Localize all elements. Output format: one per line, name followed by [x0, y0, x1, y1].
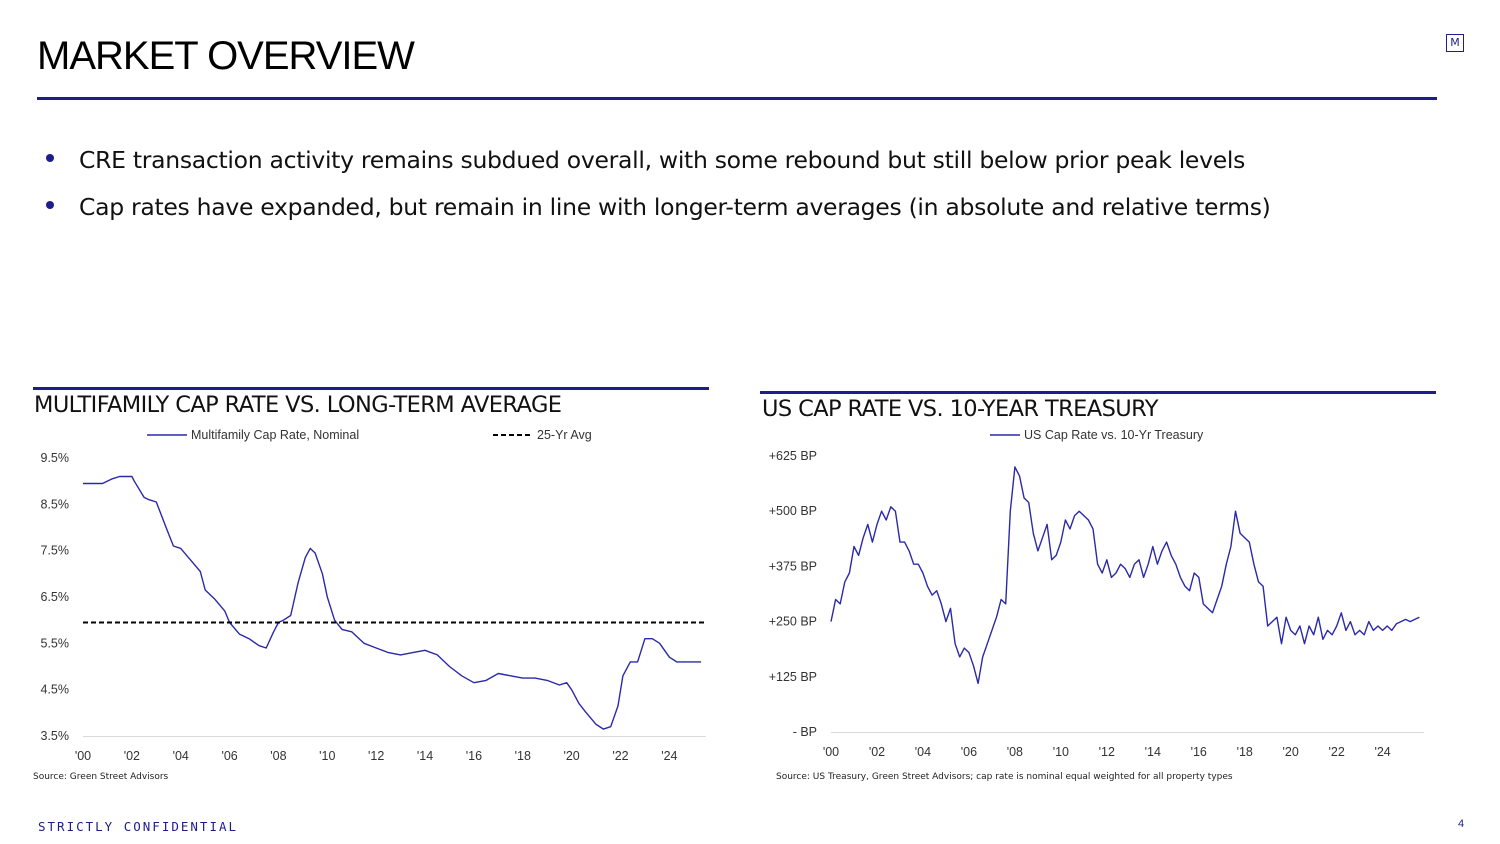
y-tick-label: +500 BP	[769, 504, 817, 518]
x-tick-label: '08	[1007, 745, 1023, 759]
chart-left-rule	[33, 387, 709, 390]
x-tick-label: '20	[1283, 745, 1299, 759]
page-number: 4	[1458, 818, 1465, 830]
y-tick-label: 3.5%	[41, 729, 70, 743]
logo-icon: M	[1446, 34, 1464, 52]
series-line-1	[83, 475, 702, 730]
y-tick-label: 6.5%	[41, 590, 70, 604]
x-tick-label: '16	[1191, 745, 1207, 759]
y-tick-label: +375 BP	[769, 559, 817, 573]
y-tick-label: +625 BP	[769, 449, 817, 463]
legend-label: 25-Yr Avg	[537, 428, 592, 442]
x-tick-label: '12	[1099, 745, 1115, 759]
legend-label: US Cap Rate vs. 10-Yr Treasury	[1024, 428, 1204, 442]
y-tick-label: 4.5%	[41, 683, 70, 697]
series-line-1	[830, 466, 1420, 685]
x-tick-label: '10	[1053, 745, 1069, 759]
y-tick-label: +250 BP	[769, 615, 817, 629]
x-tick-label: '14	[417, 749, 433, 763]
title-underline	[37, 97, 1437, 100]
bullet-item: Cap rates have expanded, but remain in l…	[40, 193, 1340, 221]
x-tick-label: '12	[368, 749, 384, 763]
y-tick-label: 9.5%	[41, 451, 70, 465]
x-tick-label: '20	[563, 749, 579, 763]
x-tick-label: '00	[823, 745, 839, 759]
confidential-footer: STRICTLY CONFIDENTIAL	[38, 819, 239, 834]
x-tick-label: '24	[661, 749, 677, 763]
chart-left-svg: 9.5% 8.5% 7.5% 6.5% 5.5% 4.5% 3.5% '00 '02 '04 '06…	[41, 428, 706, 763]
x-tick-label: '08	[270, 749, 286, 763]
chart-right-source: Source: US Treasury, Green Street Adviso…	[776, 772, 1233, 782]
x-tick-label: '04	[915, 745, 931, 759]
chart-right-title: US CAP RATE VS. 10-YEAR TREASURY	[762, 396, 1158, 422]
bullet-list: CRE transaction activity remains subdued…	[40, 146, 1340, 240]
x-tick-label: '22	[1329, 745, 1345, 759]
page-title: MARKET OVERVIEW	[37, 34, 415, 78]
x-tick-label: '10	[319, 749, 335, 763]
x-tick-label: '18	[1237, 745, 1253, 759]
x-tick-label: '06	[221, 749, 237, 763]
y-tick-label: 8.5%	[41, 497, 70, 511]
chart-left-source: Source: Green Street Advisors	[33, 772, 169, 782]
y-tick-label: - BP	[793, 725, 817, 739]
chart-left-title: MULTIFAMILY CAP RATE VS. LONG-TERM AVERA…	[34, 392, 562, 418]
bullet-dot-icon	[46, 154, 54, 162]
y-tick-label: 7.5%	[41, 544, 70, 558]
x-tick-label: '04	[173, 749, 189, 763]
chart-right-rule	[760, 391, 1436, 394]
x-tick-label: '24	[1374, 745, 1390, 759]
legend-label: Multifamily Cap Rate, Nominal	[191, 428, 359, 442]
x-tick-label: '02	[124, 749, 140, 763]
bullet-item: CRE transaction activity remains subdued…	[40, 146, 1340, 174]
bullet-text: Cap rates have expanded, but remain in l…	[79, 193, 1271, 221]
x-tick-label: '00	[75, 749, 91, 763]
x-tick-label: '02	[869, 745, 885, 759]
x-tick-label: '14	[1145, 745, 1161, 759]
y-tick-label: +125 BP	[769, 670, 817, 684]
chart-right-svg: +625 BP +500 BP +375 BP +250 BP +125 BP - BP '…	[769, 428, 1424, 759]
bullet-dot-icon	[46, 201, 54, 209]
x-tick-label: '18	[515, 749, 531, 763]
x-tick-label: '22	[612, 749, 628, 763]
bullet-text: CRE transaction activity remains subdued…	[79, 146, 1246, 174]
x-tick-label: '06	[961, 745, 977, 759]
x-tick-label: '16	[466, 749, 482, 763]
y-tick-label: 5.5%	[41, 636, 70, 650]
